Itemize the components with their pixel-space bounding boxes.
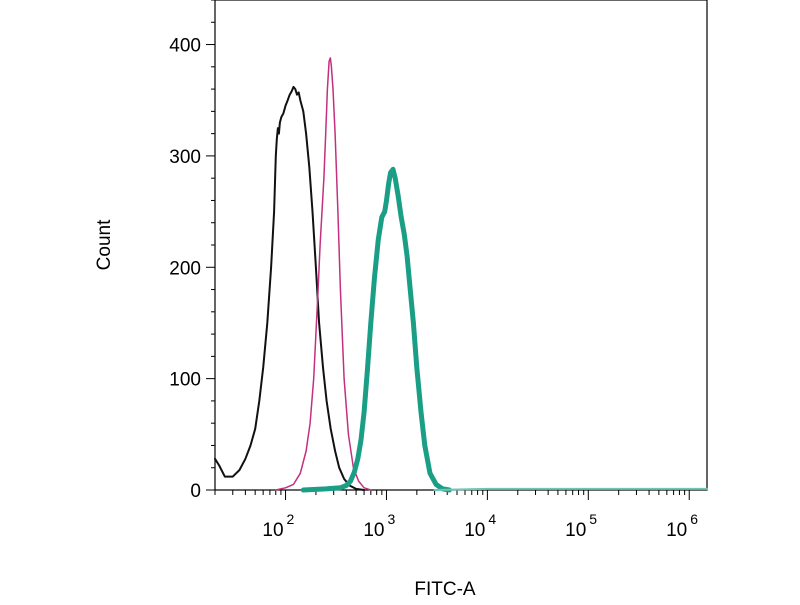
y-tick-label: 0: [190, 481, 201, 502]
x-tick-exponent: 6: [690, 511, 698, 527]
y-tick-label: 200: [169, 258, 201, 279]
histogram-series-line: [433, 487, 708, 491]
y-tick-label: 100: [169, 370, 201, 391]
x-tick-label: 10: [464, 520, 485, 541]
y-axis-title: Count: [94, 219, 115, 270]
x-tick-label: 10: [565, 520, 586, 541]
y-tick-label: 300: [169, 147, 201, 168]
x-tick-label: 10: [363, 520, 384, 541]
plot-border: [214, 0, 708, 491]
x-tick-label: 10: [262, 520, 283, 541]
histogram-series-line: [275, 57, 372, 491]
x-axis-title: FITC-A: [414, 579, 476, 600]
x-tick-exponent: 3: [387, 511, 395, 527]
x-tick-exponent: 5: [589, 511, 597, 527]
histogram-series-line: [300, 166, 452, 493]
y-tick-label: 400: [169, 36, 201, 57]
x-tick-label: 10: [666, 520, 687, 541]
x-tick-exponent: 4: [488, 511, 496, 527]
histogram-series-line: [214, 85, 366, 491]
x-tick-exponent: 2: [287, 511, 295, 527]
